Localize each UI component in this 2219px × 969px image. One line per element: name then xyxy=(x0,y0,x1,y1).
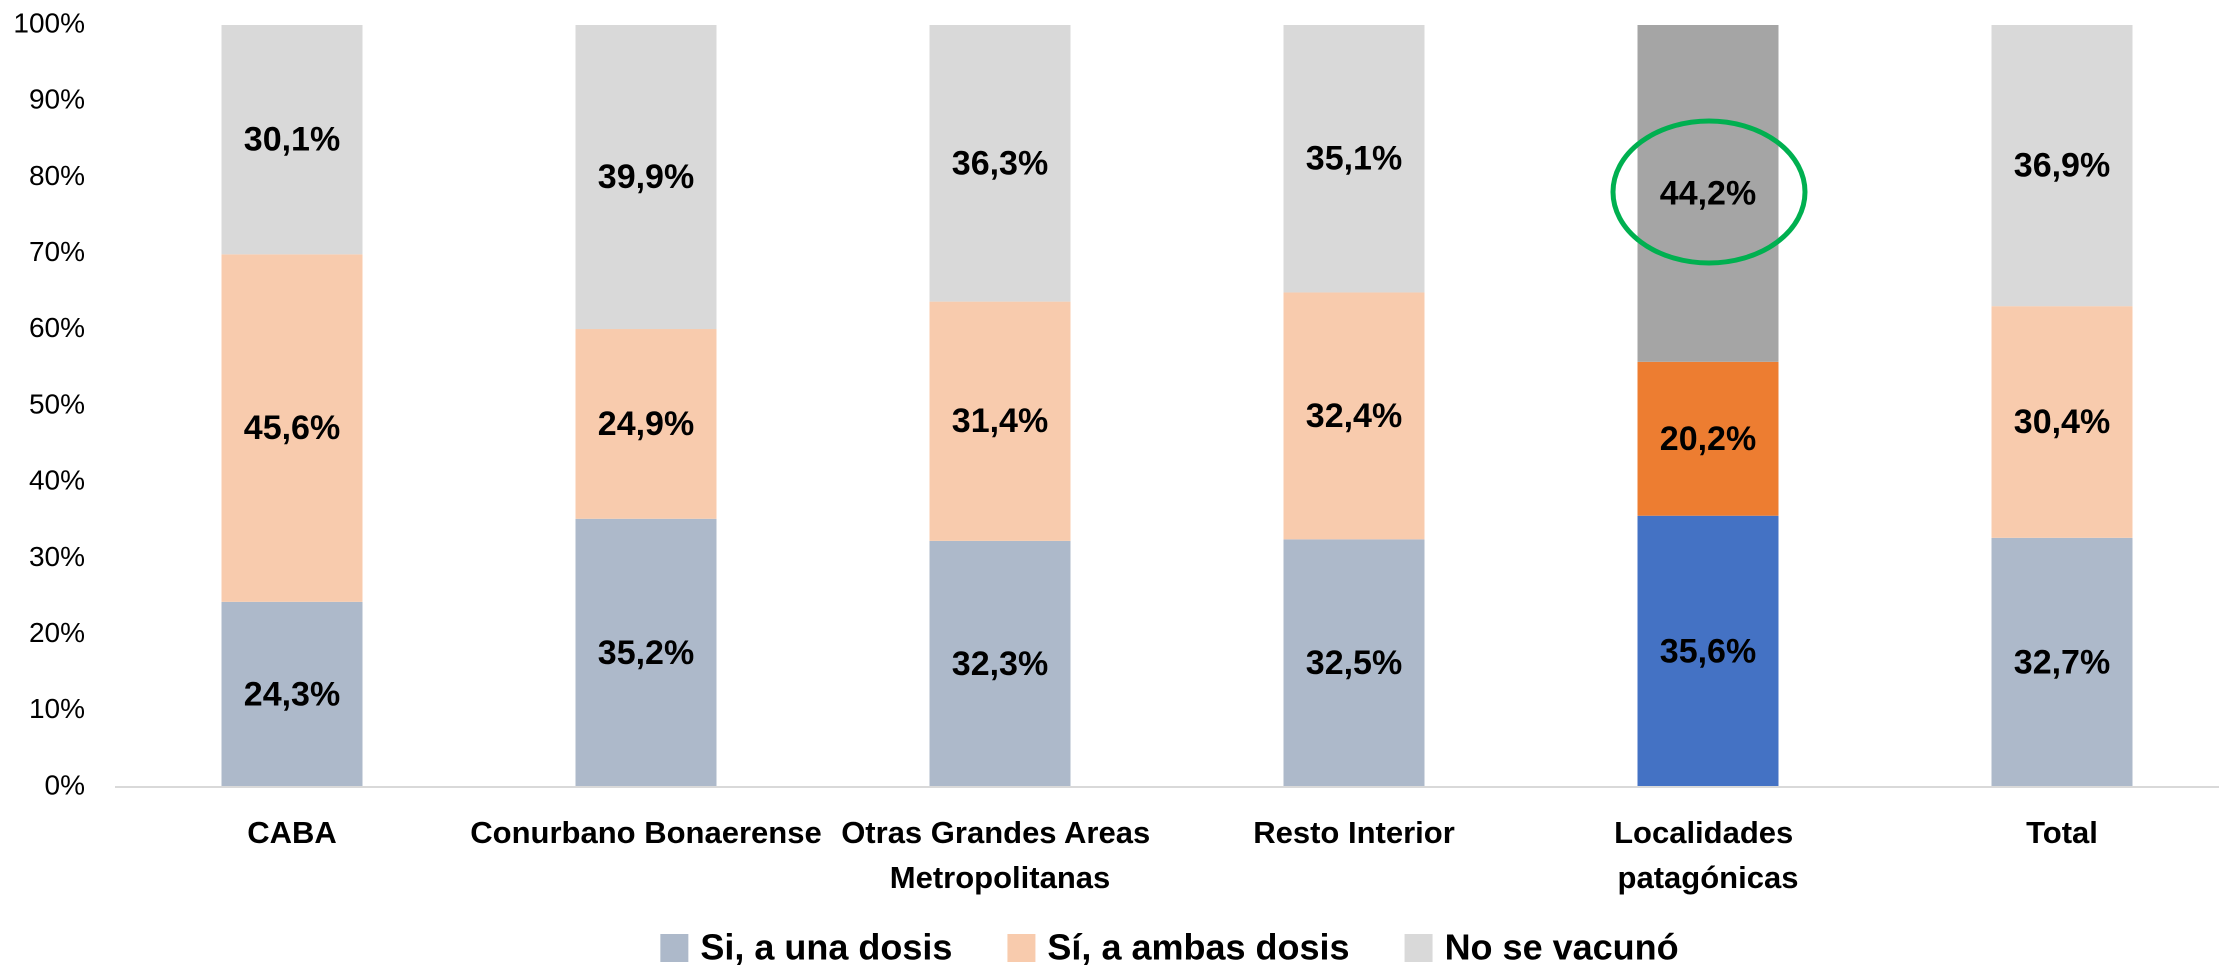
legend-swatch xyxy=(1007,934,1036,962)
bar-segment xyxy=(1283,292,1425,540)
x-tick-line: Conurbano Bonaerense xyxy=(470,815,821,850)
x-tick-line: Metropolitanas xyxy=(890,860,1110,895)
bar-segment xyxy=(575,518,717,787)
data-label: 35,1% xyxy=(1306,140,1402,178)
bar-segment xyxy=(1283,539,1425,787)
bar-segment xyxy=(575,329,717,519)
bar-segment xyxy=(1991,25,2133,307)
legend-label: Si, a una dosis xyxy=(700,927,952,968)
legend-swatch xyxy=(1404,934,1433,962)
legend-swatch xyxy=(660,934,689,962)
y-tick-label: 10% xyxy=(29,693,85,724)
data-label: 44,2% xyxy=(1660,174,1756,212)
bar-segment xyxy=(221,25,363,255)
data-label: 31,4% xyxy=(952,402,1048,440)
bar-segment xyxy=(221,601,363,787)
data-label: 35,6% xyxy=(1660,632,1756,670)
bar-segment xyxy=(929,301,1071,541)
bar-segment xyxy=(1283,25,1425,293)
bar-segment xyxy=(929,540,1071,787)
x-tick-line: patagónicas xyxy=(1618,860,1799,895)
x-tick-label: Total xyxy=(2026,815,2098,850)
data-label: 45,6% xyxy=(244,409,340,447)
x-tick-line: Otras Grandes Areas xyxy=(841,815,1159,850)
bar-segment xyxy=(575,25,717,330)
y-tick-label: 40% xyxy=(29,465,85,496)
data-label: 35,2% xyxy=(598,634,694,672)
y-tick-label: 80% xyxy=(29,160,85,191)
x-tick-line: Total xyxy=(2026,815,2098,850)
bar-segment xyxy=(1637,25,1779,362)
data-label: 24,9% xyxy=(598,405,694,443)
data-label: 30,4% xyxy=(2014,403,2110,441)
y-tick-label: 20% xyxy=(29,617,85,648)
x-tick-line: Resto Interior xyxy=(1253,815,1455,850)
y-tick-label: 30% xyxy=(29,541,85,572)
highlight-ellipse xyxy=(1610,118,1808,266)
bar-segment xyxy=(221,254,363,602)
data-label: 36,3% xyxy=(952,144,1048,182)
x-tick-line: CABA xyxy=(247,815,337,850)
y-tick-label: 60% xyxy=(29,312,85,343)
y-tick-label: 70% xyxy=(29,236,85,267)
data-label: 32,3% xyxy=(952,645,1048,683)
data-label: 30,1% xyxy=(244,121,340,159)
bar-segment xyxy=(1991,306,2133,538)
data-label: 36,9% xyxy=(2014,147,2110,185)
y-tick-label: 100% xyxy=(13,7,85,38)
y-tick-label: 90% xyxy=(29,84,85,115)
data-label: 24,3% xyxy=(244,675,340,713)
data-label: 20,2% xyxy=(1660,420,1756,458)
legend-label: Sí, a ambas dosis xyxy=(1047,927,1349,968)
x-tick-label: CABA xyxy=(247,815,337,850)
legend-label: No se vacunó xyxy=(1445,927,1679,968)
x-tick-line: Localidades xyxy=(1614,815,1802,850)
bar-segment xyxy=(1991,537,2133,787)
x-tick-label: Conurbano Bonaerense xyxy=(470,815,821,850)
bar-segment xyxy=(929,25,1071,302)
x-tick-label: Otras Grandes Areas Metropolitanas xyxy=(841,815,1159,895)
y-tick-label: 50% xyxy=(29,388,85,419)
data-label: 32,7% xyxy=(2014,643,2110,681)
data-label: 32,5% xyxy=(1306,644,1402,682)
y-tick-label: 0% xyxy=(45,769,85,800)
data-label: 39,9% xyxy=(598,158,694,196)
bar-segment xyxy=(1637,361,1779,516)
x-tick-label: Resto Interior xyxy=(1253,815,1455,850)
x-tick-label: Localidades patagónicas xyxy=(1614,815,1802,895)
data-label: 32,4% xyxy=(1306,397,1402,435)
bar-segment xyxy=(1637,515,1779,787)
